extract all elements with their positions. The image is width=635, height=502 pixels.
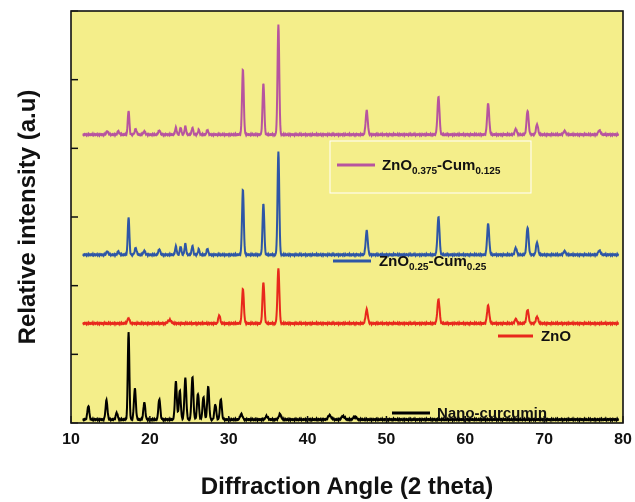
x-axis-title: Diffraction Angle (2 theta)	[201, 473, 493, 500]
tick-layer: 10 20 30 40 50 60 70 80	[62, 10, 632, 448]
legend-subscript: 0.25	[467, 262, 487, 273]
x-tick-label: 70	[535, 431, 553, 448]
y-axis-title: Relative intensity (a.u)	[14, 90, 41, 345]
legend-text-part: ZnO	[379, 253, 409, 270]
legend-entry-zno: ZnO	[498, 328, 571, 345]
plot-area	[71, 11, 623, 423]
x-tick-label: 60	[456, 431, 474, 448]
series-line-zno	[82, 268, 620, 327]
legend-box	[329, 140, 532, 194]
legend-text-part: ZnO	[382, 157, 412, 174]
legend-entry-zno025: ZnO0.25-Cum0.25	[333, 253, 487, 273]
x-tick-label: 40	[299, 431, 317, 448]
series-line-zno0375	[82, 24, 620, 139]
series-line-zno025	[82, 151, 620, 259]
x-tick-label: 50	[378, 431, 396, 448]
legend-label-zno0375: ZnO0.375-Cum0.125	[382, 157, 501, 177]
legend-subscript: 0.375	[412, 166, 437, 177]
legend-entry-zno0375: ZnO0.375-Cum0.125	[337, 157, 501, 177]
legend-subscript: 0.125	[475, 166, 500, 177]
x-tick-label: 80	[614, 431, 632, 448]
x-tick-label: 20	[141, 431, 159, 448]
legend-entry-nano-curcumin: Nano-curcumin	[392, 405, 547, 422]
legend-text-part: -Cum	[428, 253, 466, 270]
legend-label-zno: ZnO	[541, 328, 571, 345]
series-layer	[82, 24, 620, 424]
legend-label-zno025: ZnO0.25-Cum0.25	[379, 253, 487, 273]
series-line-nano-curcumin	[82, 332, 620, 424]
x-tick-label: 10	[62, 431, 80, 448]
legend-label-nano-curcumin: Nano-curcumin	[437, 405, 547, 422]
x-tick-label: 30	[220, 431, 238, 448]
legend-text-part: -Cum	[437, 157, 475, 174]
legend-subscript: 0.25	[409, 262, 429, 273]
